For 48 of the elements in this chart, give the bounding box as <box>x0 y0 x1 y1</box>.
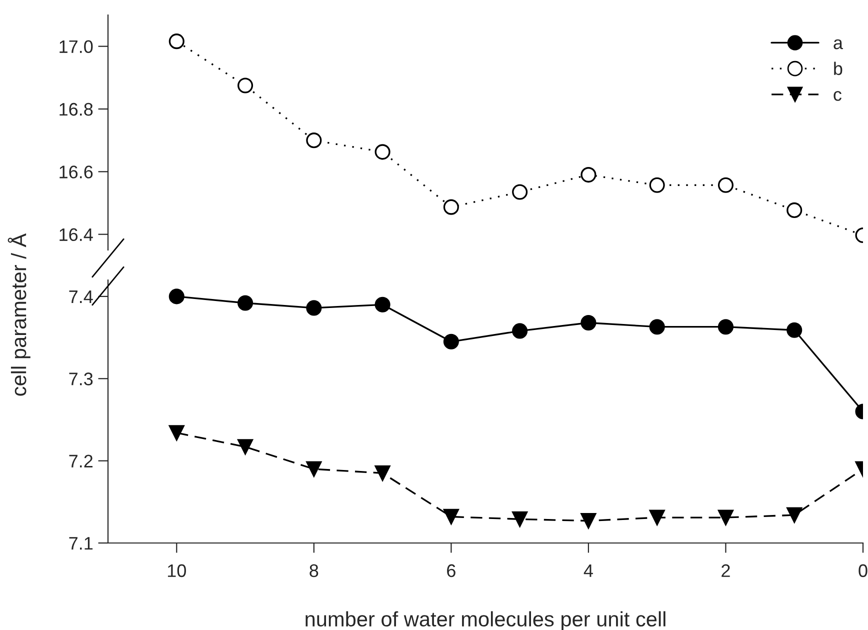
point <box>786 507 802 523</box>
x-tick-label: 4 <box>584 564 593 577</box>
point <box>786 202 802 218</box>
point <box>374 465 390 481</box>
point <box>580 167 596 183</box>
point <box>237 439 254 455</box>
point <box>306 461 322 477</box>
legend-label: c <box>834 91 842 101</box>
x-tick-label: 2 <box>722 564 730 577</box>
y-tick-label: 7.2 <box>69 454 93 468</box>
x-tick-label: 10 <box>168 564 186 578</box>
y-axis-title: cell parameter / Å <box>8 233 30 396</box>
y-tick-label: 7.1 <box>69 537 93 550</box>
point <box>786 322 802 338</box>
point <box>512 511 528 527</box>
point <box>237 78 254 94</box>
point <box>580 513 596 529</box>
point <box>168 34 184 50</box>
point <box>580 314 596 331</box>
legend-label: b <box>834 62 842 76</box>
point <box>374 296 390 312</box>
point <box>718 177 734 193</box>
point <box>168 288 184 304</box>
point <box>306 132 322 148</box>
point <box>237 295 254 311</box>
point <box>443 508 459 524</box>
x-tick-label: 0 <box>858 564 868 578</box>
point <box>306 300 322 316</box>
legend-label: a <box>834 39 843 50</box>
point <box>443 334 459 350</box>
point <box>512 323 528 339</box>
point <box>649 319 665 335</box>
y-tick-label: 16.8 <box>60 102 93 116</box>
point <box>718 319 734 335</box>
y-tick-label: 7.3 <box>69 372 93 386</box>
point <box>374 144 390 160</box>
point <box>168 425 184 441</box>
point <box>649 510 665 526</box>
point <box>718 510 734 526</box>
y-tick-label: 17.0 <box>60 40 93 54</box>
y-tick-label: 7.4 <box>69 290 93 303</box>
x-tick-label: 8 <box>310 564 318 578</box>
point <box>512 184 528 200</box>
point <box>649 177 665 193</box>
y-tick-label: 16.6 <box>60 166 93 178</box>
y-tick-label: 16.4 <box>60 228 93 242</box>
x-tick-label: 6 <box>447 564 456 578</box>
point <box>443 199 459 215</box>
